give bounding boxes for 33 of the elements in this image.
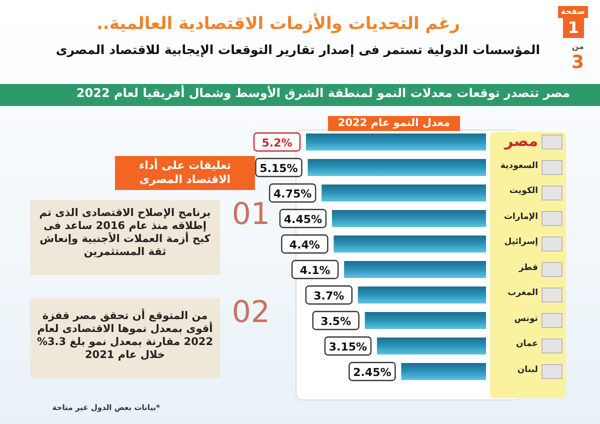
y-tick-label: الكويت [509, 186, 538, 197]
text: 01 [232, 196, 270, 234]
data-label: 3.5% [320, 315, 352, 328]
data-label: 5.15% [260, 162, 298, 175]
data-label: 3.15% [328, 340, 368, 354]
y-tick-label: الإمارات [504, 212, 538, 222]
annotation: معدل النمو عام 2022 [328, 116, 460, 132]
y-tick-label: تونس [514, 314, 538, 324]
data-label: 5.2% [262, 136, 292, 150]
text: من [572, 42, 584, 52]
y-tick-label: المغرب [508, 288, 538, 299]
text: برنامج الإصلاح الاقتصادى الذى تم إطلاقه منذ عام 2016 ساعد فى كبح أزمة العملات الأجنبية وإنعاش ثقة المستثمرين [38, 207, 212, 260]
text: من المتوقع أن تحقق مصر قفزة أقوى بمعدل نموها الاقتصادى لعام 2022 مقارنة بمعدل نمو بلغ 3.3% خلال عام 2021 [36, 310, 214, 362]
y-tick-label: عمان [516, 339, 538, 350]
text: تعليقات على أداء الاقتصاد المصرى [115, 156, 255, 190]
data-label: 4.1% [300, 264, 330, 277]
y-tick-label: مصر [504, 132, 538, 151]
text: 02 [232, 294, 270, 332]
data-label: 4.4% [289, 238, 320, 252]
text: مصر تتصدر توقعات معدلات النمو لمنطقة الشرق الأوسط وشمال أفريقيا لعام 2022 [75, 86, 570, 101]
text: صفحة [558, 6, 588, 18]
data-label: 3.7% [314, 290, 344, 302]
data-label: 4.45% [284, 213, 322, 226]
text: 3 [571, 52, 584, 74]
y-tick-label: لبنان [517, 364, 538, 376]
chart-subtitle: المؤسسات الدولية تستمر فى إصدار تقارير التوقعات الإيجابية للاقتصاد المصرى [56, 42, 540, 58]
chart-title: رغم التحديات والأزمات الاقتصادية العالمية.. [95, 14, 460, 36]
data-label: 2.45% [353, 366, 392, 379]
y-tick-label: قطر [518, 262, 538, 274]
data-label: 4.75% [273, 188, 312, 200]
y-tick-label: إسرائيل [504, 237, 538, 248]
text: 1 [562, 18, 584, 38]
y-tick-label: السعودية [500, 160, 538, 172]
